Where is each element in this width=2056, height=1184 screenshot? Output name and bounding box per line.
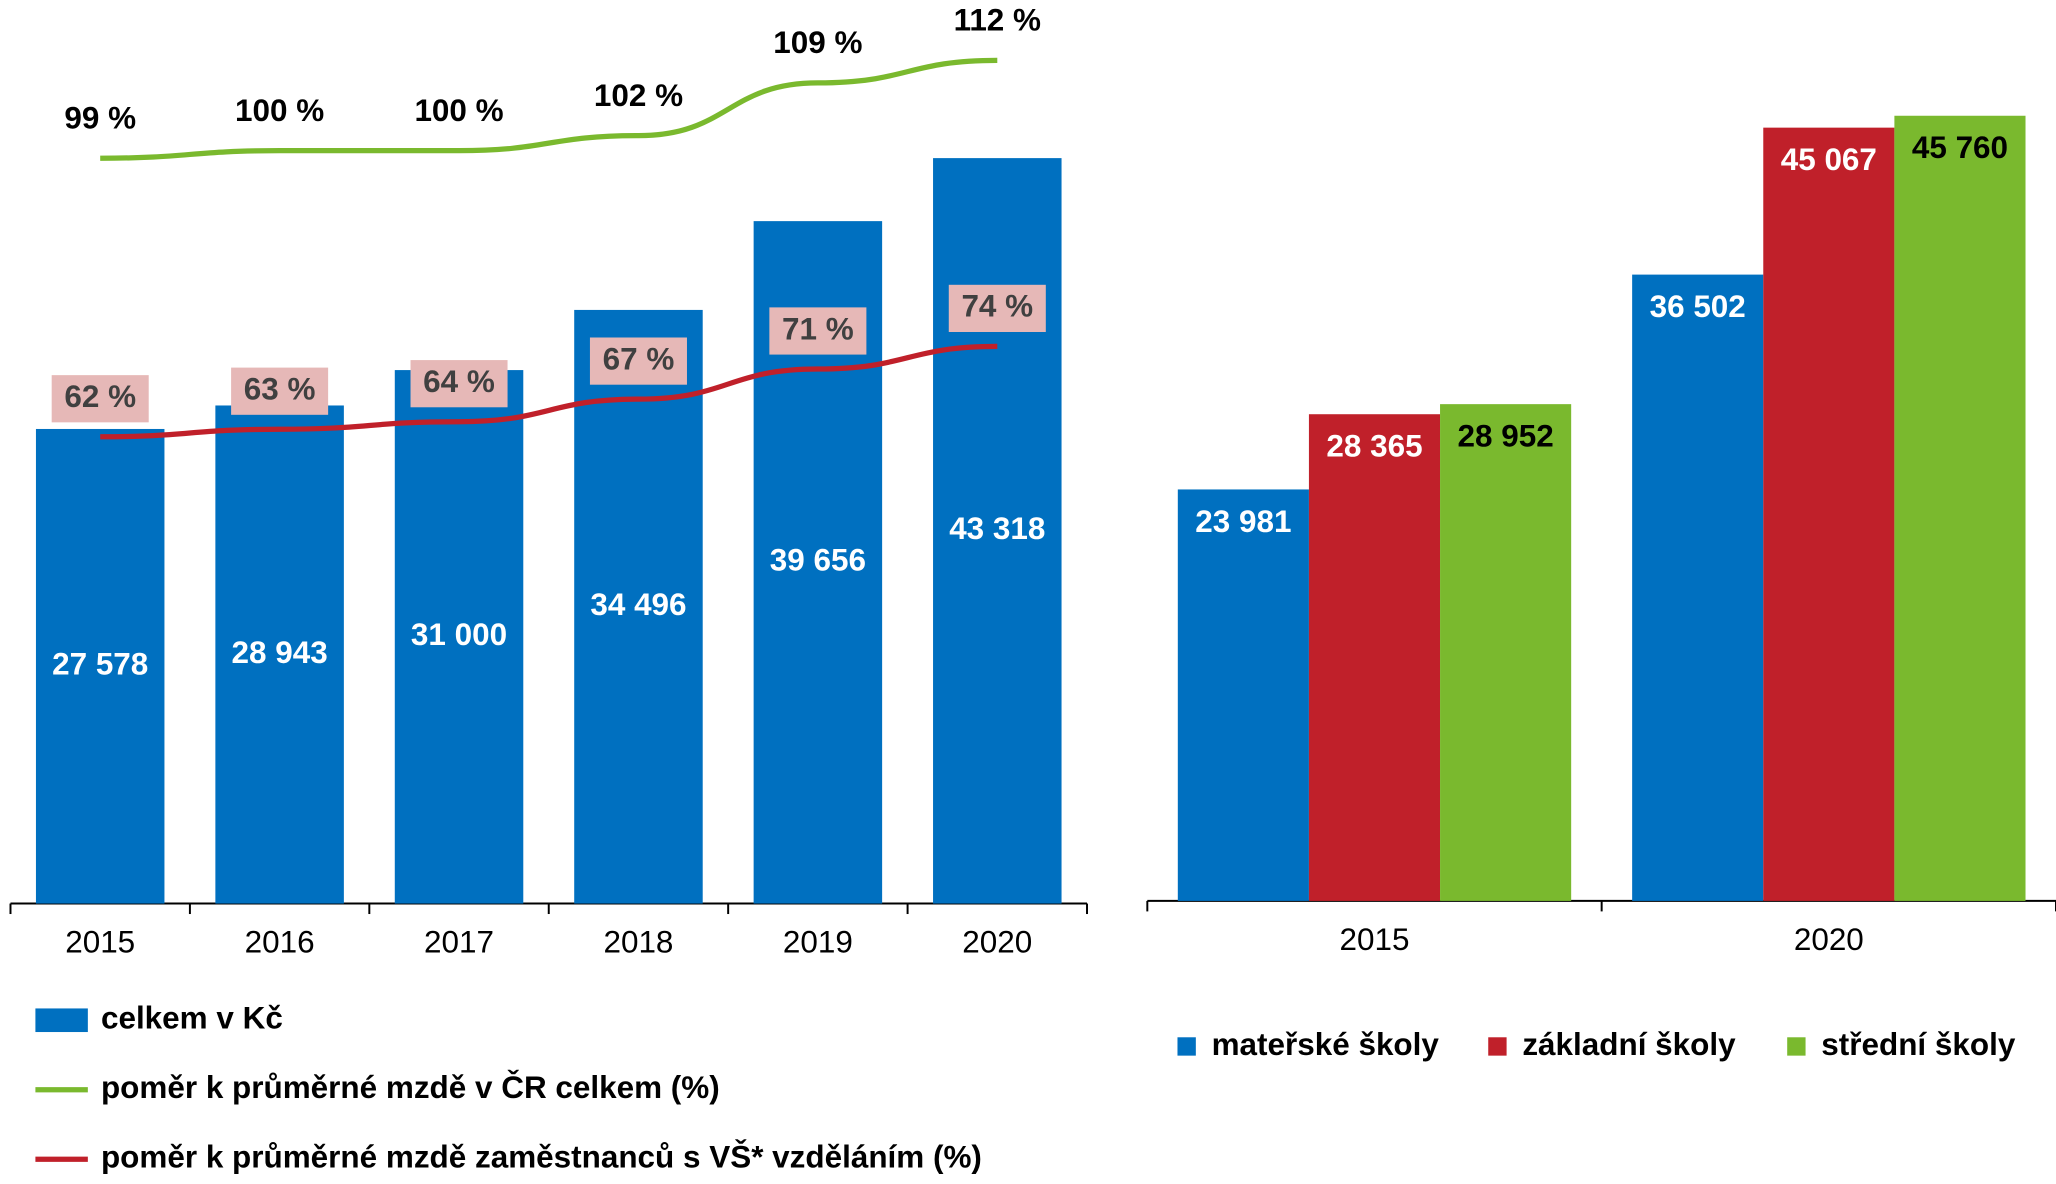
- label-box: [589, 337, 687, 385]
- x-tick-label: 2019: [783, 924, 853, 959]
- x-tick-label: 2015: [65, 924, 135, 959]
- label-box: [51, 375, 149, 423]
- bar: [1894, 115, 2026, 901]
- bar-value-label: 39 656: [770, 543, 866, 578]
- line-value-label: 99 %: [64, 100, 136, 135]
- legend-swatch: [1488, 1037, 1507, 1056]
- bar: [215, 405, 344, 904]
- label-box: [769, 307, 867, 355]
- bar-value-label: 28 952: [1458, 419, 1554, 454]
- x-tick-label: 2016: [245, 924, 315, 959]
- line-value-label: 109 %: [773, 25, 862, 60]
- line-value-label: 112 %: [954, 3, 1041, 38]
- bar: [1308, 414, 1441, 901]
- line-series: [100, 57, 998, 161]
- legend-swatch: [35, 1008, 88, 1033]
- legend-swatch: [1787, 1037, 1806, 1056]
- x-tick-label: 2015: [1339, 922, 1409, 957]
- line-value-label: 71 %: [782, 311, 854, 346]
- bar-value-label: 36 502: [1650, 289, 1746, 324]
- legend-label: celkem v Kč: [101, 1001, 283, 1036]
- label-box: [948, 284, 1046, 332]
- bar-value-label: 28 365: [1326, 429, 1422, 464]
- bar: [1763, 127, 1895, 901]
- x-tick-label: 2018: [603, 924, 673, 959]
- line-value-label: 100 %: [235, 93, 324, 128]
- bar: [574, 309, 703, 904]
- bar-value-label: 43 318: [949, 511, 1045, 546]
- legend-label: základní školy: [1522, 1027, 1736, 1062]
- x-tick-label: 2020: [1794, 922, 1864, 957]
- bar-value-label: 45 760: [1912, 130, 2008, 165]
- legend-label: poměr k průměrné mzdě v ČR celkem (%): [101, 1069, 720, 1105]
- x-tick-label: 2017: [424, 924, 494, 959]
- line-value-label: 100 %: [414, 93, 503, 128]
- line-value-label: 63 %: [244, 372, 316, 407]
- bar: [394, 370, 524, 904]
- bar-value-label: 45 067: [1781, 142, 1877, 177]
- bar-value-label: 28 943: [232, 635, 328, 670]
- bar-value-label: 27 578: [52, 647, 148, 682]
- bar: [933, 158, 1062, 904]
- bar-value-label: 31 000: [411, 617, 507, 652]
- label-box: [231, 367, 329, 415]
- x-tick-label: 2020: [962, 924, 1032, 959]
- legend-label: poměr k průměrné mzdě zaměstnanců s VŠ* …: [101, 1139, 982, 1175]
- bar-value-label: 23 981: [1195, 504, 1291, 539]
- line-value-label: 62 %: [64, 379, 136, 414]
- line-value-label: 74 %: [961, 289, 1033, 324]
- legend-label: střední školy: [1821, 1027, 2016, 1062]
- legend-label: mateřské školy: [1212, 1027, 1440, 1062]
- bar: [1440, 404, 1572, 901]
- line-value-label: 102 %: [594, 78, 683, 113]
- legend-swatch: [1177, 1037, 1196, 1056]
- line-value-label: 67 %: [603, 341, 675, 376]
- bar-value-label: 34 496: [590, 587, 686, 622]
- label-box: [410, 360, 508, 408]
- bar: [35, 428, 165, 904]
- line-series: [100, 343, 998, 440]
- bar: [1177, 489, 1309, 901]
- line-value-label: 64 %: [423, 364, 495, 399]
- bar: [1632, 274, 1764, 901]
